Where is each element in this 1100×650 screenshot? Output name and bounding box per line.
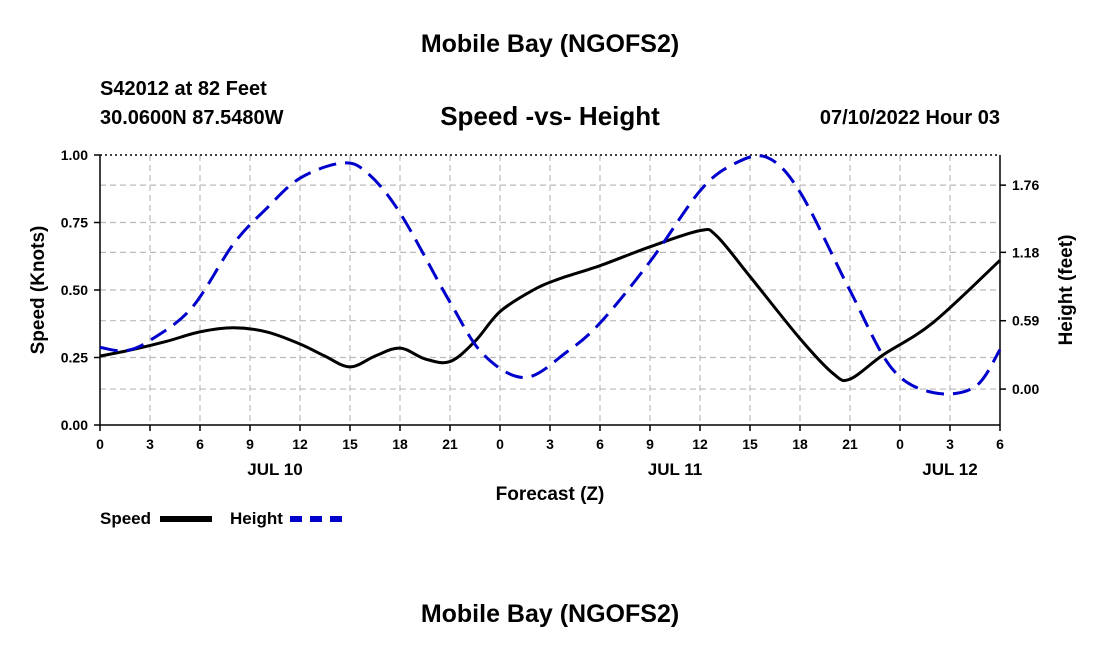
x-day-label: JUL 11: [648, 460, 703, 479]
x-tick-label: 3: [146, 436, 154, 452]
speed-height-chart: 0 3 6 9 12 15 18 21 0 3 6 9 12 15 18 21 0 3 6 0.00 0.25 0.50 0…: [28, 147, 1077, 505]
x-tick-label: 18: [392, 436, 408, 452]
x-tick-label: 0: [96, 436, 104, 452]
x-tick-label: 12: [292, 436, 308, 452]
legend-speed-swatch: [160, 516, 212, 522]
x-axis-title: Forecast (Z): [496, 484, 605, 505]
x-tick-label: 12: [692, 436, 708, 452]
y2-tick-label: 0.59: [1012, 313, 1039, 329]
y-tick-label: 0.00: [61, 417, 88, 433]
x-tick-label: 3: [546, 436, 554, 452]
chart-subtitle: Speed -vs- Height: [440, 101, 660, 131]
x-day-label: JUL 10: [247, 460, 302, 479]
x-tick-label: 0: [896, 436, 904, 452]
coordinates-label: 30.0600N 87.5480W: [100, 107, 284, 129]
y2-tick-label: 0.00: [1012, 381, 1039, 397]
x-tick-label: 21: [842, 436, 858, 452]
y2-tick-label: 1.18: [1012, 244, 1039, 260]
x-tick-label: 21: [442, 436, 458, 452]
legend-speed-label: Speed: [100, 509, 152, 528]
x-tick-label: 18: [792, 436, 808, 452]
y-tick-label: 0.75: [61, 215, 88, 231]
y-axis-title: Speed (Knots): [28, 226, 49, 355]
legend-height-swatch: [290, 516, 342, 522]
y-tick-label: 1.00: [61, 147, 88, 163]
footer-title: Mobile Bay (NGOFS2): [420, 600, 680, 628]
x-tick-label: 6: [996, 436, 1004, 452]
y2-axis-title: Height (feet): [1056, 235, 1077, 346]
y-tick-label: 0.25: [61, 350, 88, 366]
height-series-line: [99, 154, 1002, 396]
y2-tick-label: 1.76: [1012, 177, 1039, 193]
x-tick-label: 15: [342, 436, 358, 452]
forecast-datetime: 07/10/2022 Hour 03: [819, 107, 1000, 129]
x-tick-label: 9: [646, 436, 654, 452]
page-title: Mobile Bay (NGOFS2): [420, 30, 680, 58]
x-tick-label: 6: [596, 436, 604, 452]
x-day-label: JUL 12: [922, 460, 977, 479]
speed-series-line: [99, 227, 1002, 383]
x-tick-label: 15: [742, 436, 758, 452]
x-tick-label: 9: [246, 436, 254, 452]
y-tick-label: 0.50: [61, 282, 88, 298]
x-tick-label: 3: [946, 436, 954, 452]
legend-height-label: Height: [230, 509, 283, 528]
x-tick-label: 0: [496, 436, 504, 452]
station-label: S42012 at 82 Feet: [100, 78, 267, 100]
x-tick-label: 6: [196, 436, 204, 452]
